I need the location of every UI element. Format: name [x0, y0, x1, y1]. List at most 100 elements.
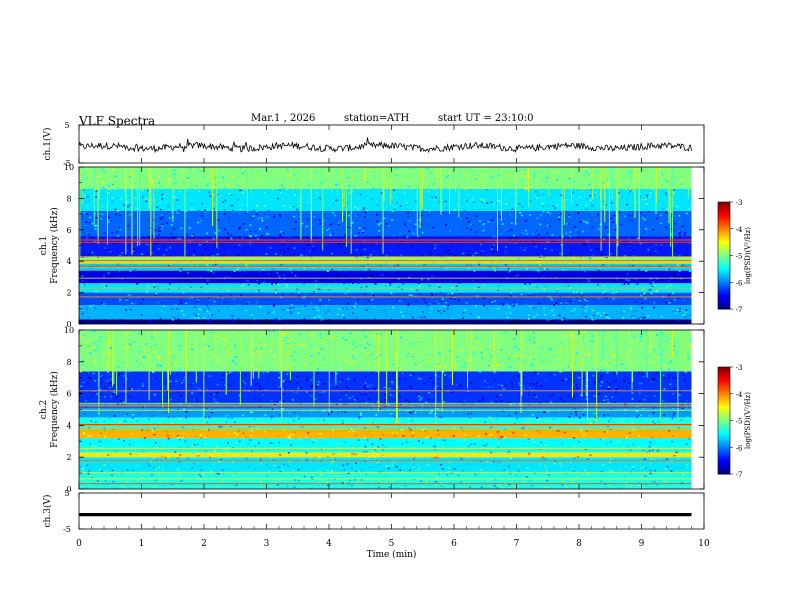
psd-speckle — [533, 371, 536, 374]
psd-speckle — [384, 295, 387, 297]
psd-speckle — [233, 298, 236, 300]
psd-speckle — [466, 253, 469, 256]
psd-speckle — [359, 193, 362, 196]
psd-speckle — [269, 199, 272, 201]
psd-speckle — [175, 380, 178, 382]
psd-speckle — [376, 356, 379, 358]
psd-speckle — [128, 213, 131, 216]
psd-speckle — [440, 300, 443, 302]
psd-speckle — [337, 455, 340, 458]
psd-speckle — [507, 269, 510, 271]
psd-speckle — [239, 178, 242, 181]
psd-speckle — [110, 464, 113, 467]
psd-speckle — [427, 214, 430, 217]
psd-speckle — [104, 467, 107, 469]
psd-speckle — [580, 320, 583, 322]
psd-speckle — [229, 417, 232, 419]
psd-speckle — [355, 271, 358, 274]
psd-speckle — [526, 267, 528, 270]
psd-speckle — [326, 484, 329, 486]
psd-speckle — [325, 443, 328, 445]
psd-speckle — [174, 487, 177, 489]
psd-speckle — [533, 284, 536, 286]
psd-speckle — [490, 426, 493, 429]
psd-speckle — [126, 469, 129, 471]
psd-speckle — [256, 172, 259, 175]
psd-speckle — [208, 330, 211, 332]
psd-speckle — [411, 432, 414, 435]
psd-speckle — [393, 349, 396, 352]
psd-speckle — [86, 205, 89, 207]
psd-speckle — [169, 380, 172, 382]
psd-speckle — [341, 422, 344, 425]
psd-speckle — [272, 320, 275, 323]
psd-speckle — [407, 409, 409, 412]
psd-speckle — [471, 403, 474, 405]
psd-speckle — [296, 179, 298, 181]
psd-speckle — [248, 189, 251, 191]
psd-speckle — [688, 270, 691, 272]
psd-speckle — [369, 170, 372, 172]
psd-speckle — [178, 187, 180, 190]
psd-speckle — [557, 252, 560, 255]
psd-speckle — [442, 401, 445, 403]
psd-speckle — [643, 215, 646, 217]
psd-speckle — [377, 181, 380, 183]
psd-speckle — [402, 435, 405, 437]
psd-speckle — [476, 289, 479, 291]
psd-speckle — [522, 261, 525, 263]
psd-speckle — [96, 480, 99, 482]
psd-speckle — [161, 228, 164, 230]
psd-speckle — [238, 236, 241, 238]
psd-speckle — [544, 378, 547, 381]
psd-speckle — [318, 437, 321, 439]
psd-speckle — [127, 205, 130, 208]
psd-speckle — [364, 375, 367, 378]
psd-speckle — [442, 177, 445, 180]
psd-speckle — [350, 466, 353, 469]
psd-speckle — [598, 228, 601, 230]
psd-speckle — [145, 200, 148, 203]
psd-speckle — [242, 172, 245, 175]
psd-speckle — [184, 376, 187, 378]
psd-speckle — [119, 298, 122, 301]
psd-speckle — [500, 399, 503, 402]
psd-speckle — [104, 386, 106, 389]
psd-speckle — [160, 487, 163, 489]
psd-speckle — [450, 461, 453, 463]
psd-speckle — [509, 269, 511, 272]
psd-speckle — [635, 278, 638, 281]
psd-speckle — [433, 187, 436, 190]
psd-speckle — [112, 350, 115, 353]
psd-speckle — [678, 310, 681, 313]
psd-speckle — [552, 275, 555, 277]
psd-speckle — [623, 310, 626, 313]
psd-speckle — [197, 360, 199, 362]
psd-speckle — [575, 193, 578, 195]
psd-speckle — [320, 487, 323, 489]
psd-speckle — [651, 305, 654, 307]
psd-speckle — [687, 428, 690, 430]
psd-band — [79, 236, 692, 257]
psd-speckle — [253, 175, 255, 177]
psd-speckle — [154, 443, 156, 445]
psd-speckle — [603, 431, 606, 433]
psd-speckle — [504, 264, 507, 266]
psd-speckle — [110, 378, 113, 380]
psd-speckle — [591, 170, 594, 172]
psd-speckle — [331, 280, 334, 283]
psd-speckle — [106, 371, 109, 373]
psd-speckle — [481, 320, 483, 322]
psd-speckle — [249, 230, 252, 233]
psd-speckle — [310, 385, 313, 388]
psd-speckle — [521, 206, 524, 208]
psd-speckle — [150, 460, 153, 463]
psd-speckle — [373, 167, 376, 169]
psd-speckle — [154, 468, 157, 471]
psd-speckle — [429, 253, 432, 256]
psd-speckle — [626, 183, 629, 185]
psd-speckle — [80, 380, 83, 383]
psd-speckle — [643, 218, 646, 221]
psd-speckle — [83, 433, 86, 435]
psd-speckle — [434, 413, 437, 416]
